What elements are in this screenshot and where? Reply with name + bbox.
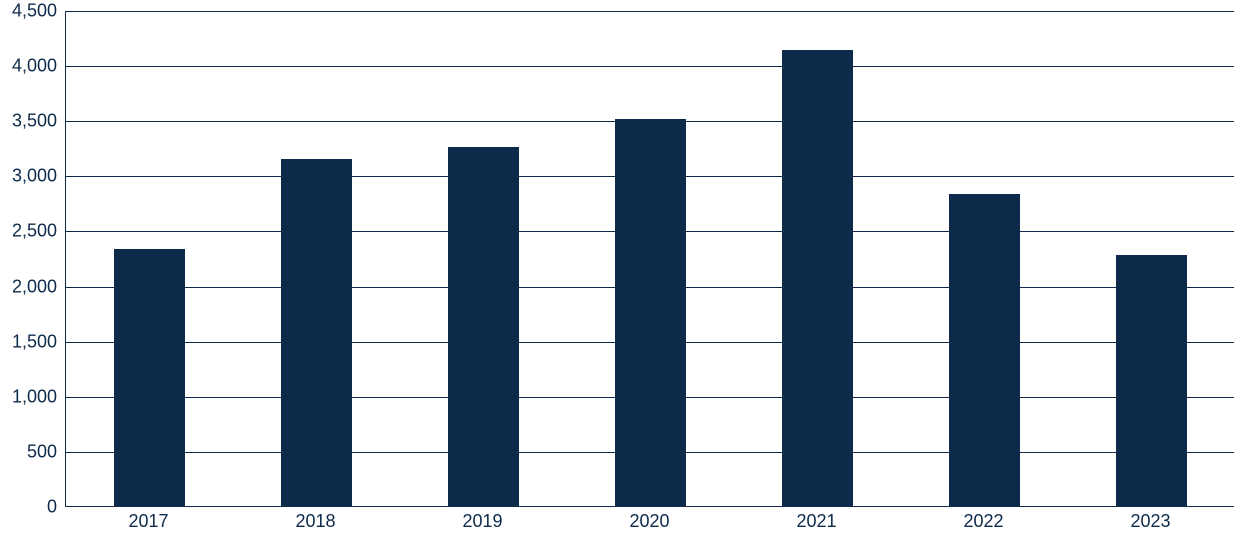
y-tick-label: 0	[47, 497, 57, 518]
y-tick-label: 2,000	[12, 276, 57, 297]
y-gridline	[66, 66, 1234, 67]
x-tick-label: 2018	[295, 511, 335, 532]
bar	[782, 50, 854, 506]
bar	[1116, 255, 1188, 506]
bar	[281, 159, 353, 506]
y-tick-label: 3,000	[12, 166, 57, 187]
y-tick-label: 500	[27, 441, 57, 462]
bar	[949, 194, 1021, 506]
x-tick-label: 2020	[629, 511, 669, 532]
y-tick-label: 2,500	[12, 221, 57, 242]
y-gridline	[66, 11, 1234, 12]
plot-area	[65, 11, 1234, 507]
bar	[114, 249, 186, 506]
y-tick-label: 1,000	[12, 386, 57, 407]
y-tick-label: 1,500	[12, 331, 57, 352]
x-tick-label: 2019	[462, 511, 502, 532]
y-tick-label: 4,500	[12, 1, 57, 22]
bar	[448, 147, 520, 506]
x-tick-label: 2017	[128, 511, 168, 532]
bar	[615, 119, 687, 506]
x-tick-label: 2022	[963, 511, 1003, 532]
x-tick-label: 2023	[1130, 511, 1170, 532]
x-tick-label: 2021	[796, 511, 836, 532]
y-tick-label: 4,000	[12, 56, 57, 77]
y-tick-label: 3,500	[12, 111, 57, 132]
bar-chart: 0 500 1,000 1,500 2,000 2,500 3,000 3,500 4,000 4…	[0, 0, 1250, 536]
